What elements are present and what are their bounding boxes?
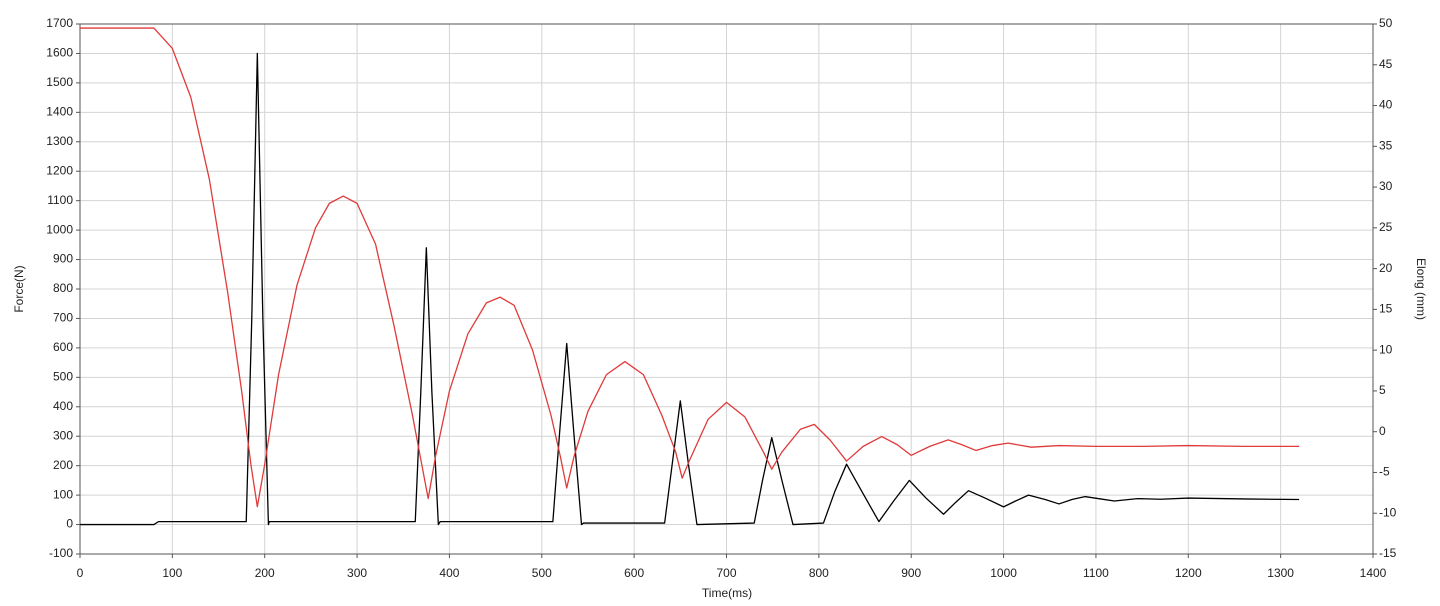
y2-tick-label: 10 — [1379, 342, 1393, 356]
x-tick-label: 900 — [901, 566, 921, 580]
x-tick-label: 700 — [716, 566, 736, 580]
y-tick-label: 400 — [53, 399, 73, 413]
plot-frame — [79, 23, 1374, 555]
y-tick-label: 300 — [53, 428, 73, 442]
x-tick-label: 800 — [809, 566, 829, 580]
y2-tick-label: 30 — [1379, 179, 1393, 193]
y2-tick-label: 5 — [1379, 383, 1386, 397]
y-tick-label: -100 — [49, 546, 73, 560]
y-tick-label: 1100 — [47, 193, 73, 207]
y-tick-label: 600 — [53, 340, 73, 354]
y2-axis-label: Elong (mm) — [1414, 258, 1428, 320]
y-tick-label: 1300 — [46, 134, 73, 148]
x-tick-label: 500 — [532, 566, 552, 580]
x-tick-label: 200 — [255, 566, 275, 580]
x-tick-label: 0 — [77, 566, 84, 580]
y-axis-label: Force(N) — [12, 265, 26, 312]
x-tick-label: 100 — [162, 566, 182, 580]
y-tick-label: 0 — [66, 517, 73, 531]
y2-tick-label: -15 — [1379, 546, 1397, 560]
x-tick-label: 1100 — [1083, 566, 1109, 580]
x-tick-label: 1300 — [1267, 566, 1294, 580]
y-tick-label: 1000 — [46, 222, 73, 236]
x-tick-label: 1000 — [990, 566, 1017, 580]
data-line — [80, 52, 1300, 526]
x-tick-label: 1400 — [1360, 566, 1387, 580]
y-tick-label: 1200 — [46, 163, 73, 177]
y2-tick-label: 25 — [1379, 220, 1393, 234]
y-tick-label: 500 — [53, 370, 73, 384]
x-axis-label: Time(ms) — [702, 586, 752, 600]
y-tick-label: 900 — [53, 252, 73, 266]
y2-tick-label: 50 — [1379, 16, 1393, 30]
x-tick-label: 400 — [439, 566, 459, 580]
y-tick-label: 1500 — [46, 75, 73, 89]
y2-tick-label: -10 — [1379, 505, 1397, 519]
y-tick-label: 200 — [53, 458, 73, 472]
y2-tick-label: 40 — [1379, 98, 1393, 112]
y2-tick-label: 0 — [1379, 424, 1386, 438]
y-tick-label: 700 — [53, 311, 73, 325]
x-tick-label: 600 — [624, 566, 644, 580]
y-tick-label: 800 — [53, 281, 73, 295]
x-tick-label: 1200 — [1175, 566, 1202, 580]
x-tick-label: 300 — [347, 566, 367, 580]
y2-tick-label: 20 — [1379, 261, 1393, 275]
y2-tick-label: 15 — [1379, 302, 1393, 316]
data-line — [80, 27, 1300, 508]
y2-tick-label: 45 — [1379, 57, 1393, 71]
y2-tick-label: -5 — [1379, 465, 1390, 479]
y-tick-label: 1400 — [46, 105, 73, 119]
y-tick-label: 1600 — [46, 46, 73, 60]
y-tick-label: 1700 — [46, 16, 73, 30]
y2-tick-label: 35 — [1379, 138, 1393, 152]
y-tick-label: 100 — [53, 487, 73, 501]
